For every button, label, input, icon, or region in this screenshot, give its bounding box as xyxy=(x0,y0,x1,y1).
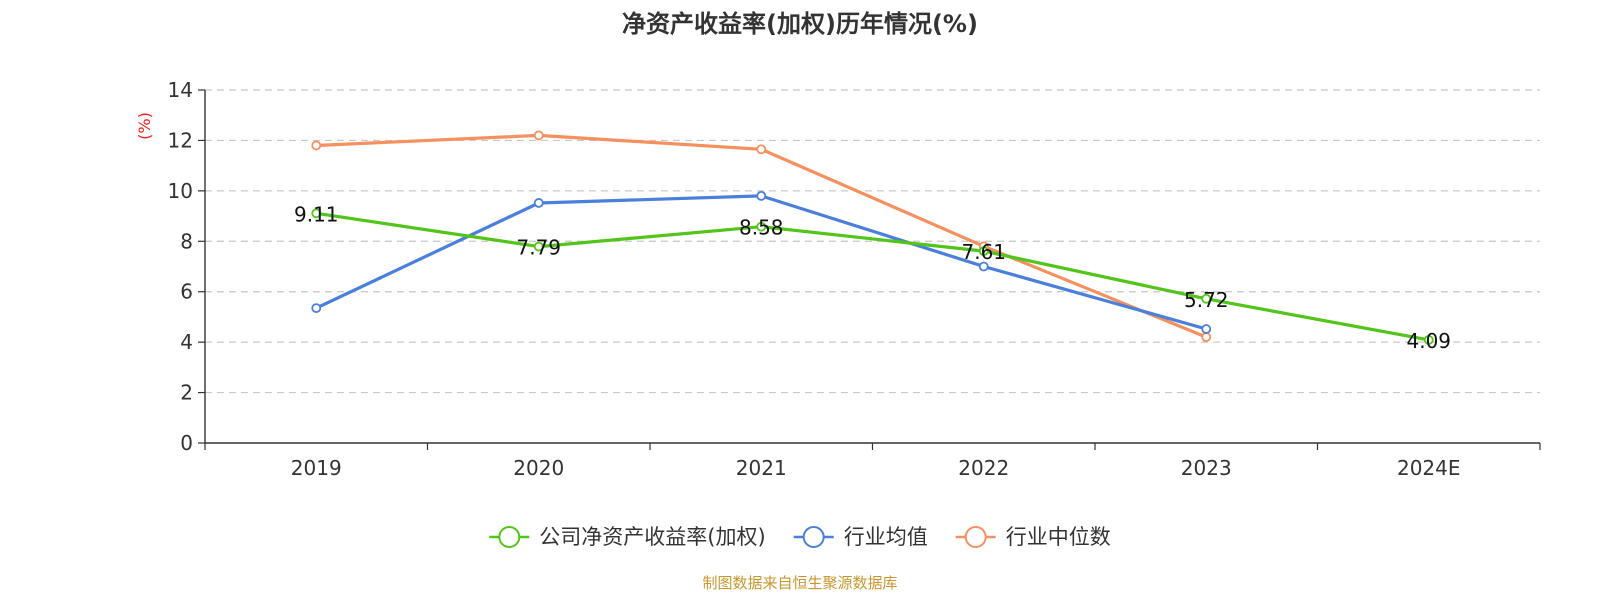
data-label: 7.79 xyxy=(516,236,561,260)
legend-label: 行业中位数 xyxy=(1006,525,1111,549)
y-tick-label: 0 xyxy=(180,431,193,455)
x-tick-label: 2023 xyxy=(1181,456,1232,480)
data-point xyxy=(756,144,767,155)
data-point xyxy=(1201,293,1212,304)
x-tick-label: 2020 xyxy=(513,456,564,480)
data-point xyxy=(1423,334,1434,345)
legend-item-0[interactable]: 公司净资产收益率(加权) xyxy=(489,525,766,549)
source-note: 制图数据来自恒生聚源数据库 xyxy=(702,574,897,592)
data-label: 8.58 xyxy=(739,216,784,240)
data-label: 9.11 xyxy=(294,202,339,226)
y-tick-label: 2 xyxy=(180,381,193,405)
y-tick-label: 8 xyxy=(180,229,193,253)
y-tick-label: 10 xyxy=(168,179,193,203)
y-tick-label: 14 xyxy=(168,78,193,102)
legend-swatch-marker xyxy=(964,526,987,548)
data-point xyxy=(1201,332,1212,343)
legend-swatch-marker xyxy=(498,526,521,548)
legend-label: 公司净资产收益率(加权) xyxy=(539,525,765,549)
data-label: 7.61 xyxy=(961,240,1006,264)
axes: 0 2 4 6 8 10 12 14 2019 2020 2021 2022 2023 2024E xyxy=(168,78,1541,480)
x-tick-label: 2019 xyxy=(291,456,342,480)
legend-item-1[interactable]: 行业均值 xyxy=(793,525,928,549)
y-tick-label: 12 xyxy=(168,128,193,152)
data-point xyxy=(756,190,767,201)
data-label: 5.72 xyxy=(1184,288,1229,312)
data-label: 4.09 xyxy=(1406,329,1451,353)
series-0 xyxy=(311,208,1434,345)
data-point xyxy=(533,198,544,208)
data-point xyxy=(1201,324,1212,334)
data-point xyxy=(533,130,544,141)
data-point xyxy=(311,208,322,219)
y-tick-label: 6 xyxy=(180,280,193,304)
x-tick-label: 2024E xyxy=(1397,456,1461,480)
legend-swatch-marker xyxy=(802,526,825,548)
x-tick-label: 2022 xyxy=(958,456,1009,480)
series-lines xyxy=(311,130,1434,345)
data-point xyxy=(311,303,322,314)
data-labels: 9.11 7.79 8.58 7.61 5.72 4.09 xyxy=(294,202,1451,353)
x-tick-label: 2021 xyxy=(736,456,787,480)
series-1 xyxy=(311,190,1212,334)
data-point xyxy=(533,241,544,252)
gridlines xyxy=(205,89,1540,394)
series-line xyxy=(316,211,1430,342)
data-point xyxy=(756,221,767,232)
legend-label: 行业均值 xyxy=(844,525,928,549)
chart-title: 净资产收益率(加权)历年情况(%) xyxy=(622,10,978,38)
y-tick-label: 4 xyxy=(180,330,193,354)
legend[interactable]: 公司净资产收益率(加权) 行业均值 行业中位数 xyxy=(489,525,1111,549)
legend-item-2[interactable]: 行业中位数 xyxy=(955,525,1111,549)
data-point xyxy=(978,261,989,272)
data-point xyxy=(311,140,322,151)
y-axis-unit-label: (%) xyxy=(135,112,154,140)
data-point xyxy=(978,246,989,257)
